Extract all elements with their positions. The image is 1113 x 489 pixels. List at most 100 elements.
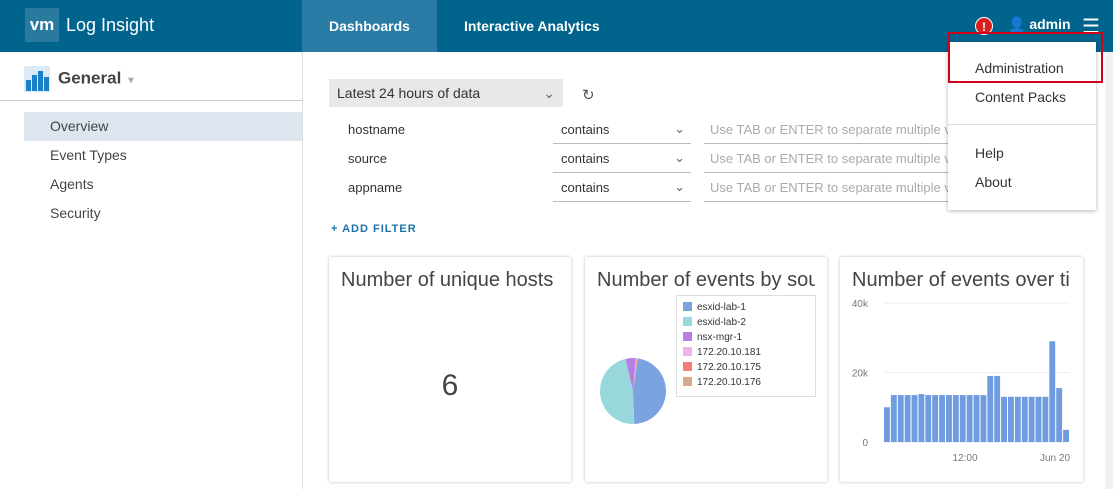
chevron-down-icon: ⌄ — [674, 121, 685, 136]
highlight-box — [948, 32, 1103, 83]
chevron-down-icon: ⌄ — [543, 85, 555, 101]
widget-events-by-source[interactable]: Number of events by source esxid-lab-1es… — [585, 257, 827, 482]
bar — [987, 375, 994, 442]
filter-value-input[interactable]: Use TAB or ENTER to separate multiple va… — [704, 118, 954, 144]
tab-dashboards[interactable]: Dashboards — [302, 0, 437, 52]
y-tick-label: 0 — [862, 438, 868, 449]
add-filter-label: ADD FILTER — [342, 223, 417, 235]
bar — [1001, 396, 1007, 442]
filter-field: hostname — [348, 122, 406, 137]
filter-operator-select[interactable]: contains ⌄ — [553, 147, 691, 173]
widget-title: Number of events by source — [597, 269, 815, 291]
pie-chart — [600, 358, 666, 424]
menu-item-administration[interactable]: Administration — [975, 60, 1064, 76]
tab-interactive-analytics[interactable]: Interactive Analytics — [464, 18, 600, 34]
pie-slice — [633, 358, 637, 391]
user-dropdown-menu: Administration Content Packs Help About — [948, 42, 1096, 210]
sidebar-item-event-types[interactable]: Event Types — [50, 147, 127, 163]
scrollbar[interactable] — [1105, 52, 1113, 489]
legend-swatch — [683, 362, 692, 371]
bar — [911, 395, 918, 442]
sidebar-item-agents[interactable]: Agents — [50, 176, 94, 192]
bar — [952, 395, 959, 442]
bar-chart: 0 20k 40k 12:00 Jun 20 — [852, 299, 1071, 464]
group-label: General — [58, 68, 122, 88]
top-bar: vm Log Insight Dashboards Interactive An… — [0, 0, 1113, 52]
legend-swatch — [683, 317, 692, 326]
bar — [1056, 388, 1063, 442]
menu-item-help[interactable]: Help — [975, 145, 1004, 161]
legend-label: 172.20.10.176 — [697, 377, 761, 388]
user-menu-button[interactable]: 👤 admin — [1008, 16, 1071, 33]
operator-value: contains — [561, 122, 610, 137]
menu-item-about[interactable]: About — [975, 174, 1012, 190]
legend-label: 172.20.10.175 — [697, 362, 761, 373]
bar — [994, 375, 1001, 442]
pie-slice — [633, 358, 638, 391]
bar — [939, 395, 945, 442]
plus-icon: + — [331, 223, 339, 235]
sidebar-item-overview[interactable]: Overview — [24, 112, 302, 141]
sidebar: General ▼ Overview Event Types Agents Se… — [0, 52, 303, 489]
legend-swatch — [683, 377, 692, 386]
y-tick-label: 20k — [852, 369, 869, 380]
pie-legend: esxid-lab-1 esxid-lab-2 nsx-mgr-1 172.20.10… — [676, 295, 816, 397]
bar — [980, 395, 987, 442]
menu-item-content-packs[interactable]: Content Packs — [975, 89, 1067, 105]
widget-value: 6 — [441, 369, 459, 402]
legend-swatch — [683, 332, 692, 341]
sidebar-item-security[interactable]: Security — [50, 205, 101, 221]
bar — [932, 395, 939, 442]
refresh-icon[interactable]: ↻ — [582, 87, 595, 104]
filter-value-input[interactable]: Use TAB or ENTER to separate multiple va… — [704, 176, 954, 202]
bar — [1042, 396, 1049, 442]
bar-chart-icon — [24, 66, 50, 92]
add-filter-button[interactable]: + ADD FILTER — [331, 223, 417, 235]
chevron-down-icon: ⌄ — [674, 179, 685, 194]
bar — [973, 395, 980, 442]
legend-label: esxid-lab-2 — [697, 317, 746, 328]
bar — [959, 395, 966, 442]
bar — [966, 395, 973, 442]
operator-value: contains — [561, 180, 610, 195]
legend-item: nsx-mgr-1 — [683, 330, 809, 345]
pie-slice — [625, 358, 636, 391]
filter-operator-select[interactable]: contains ⌄ — [553, 176, 691, 202]
bar — [946, 395, 952, 442]
legend-label: nsx-mgr-1 — [697, 332, 743, 343]
bar — [1035, 396, 1042, 442]
y-tick-label: 40k — [852, 299, 869, 310]
divider — [0, 100, 303, 101]
caret-down-icon: ▼ — [126, 75, 136, 87]
pie-slice — [633, 358, 666, 424]
filter-field: appname — [348, 180, 403, 195]
time-range-value: Latest 24 hours of data — [337, 85, 481, 101]
legend-item: 172.20.10.175 — [683, 360, 809, 375]
bar — [918, 394, 925, 442]
filter-value-input[interactable]: Use TAB or ENTER to separate multiple va… — [704, 147, 954, 173]
bar — [897, 395, 904, 442]
widget-title: Number of unique hosts — [341, 269, 554, 291]
pie-slice — [633, 358, 638, 391]
dashboard-group-selector[interactable]: General ▼ — [24, 66, 136, 92]
user-name: admin — [1029, 16, 1071, 32]
vm-logo: vm — [25, 8, 59, 42]
filter-operator-select[interactable]: contains ⌄ — [553, 118, 691, 144]
widget-unique-hosts[interactable]: Number of unique hosts 6 — [329, 257, 571, 482]
bar — [1008, 396, 1014, 442]
legend-item: 172.20.10.176 — [683, 375, 809, 390]
legend-label: esxid-lab-1 — [697, 302, 746, 313]
chevron-down-icon: ⌄ — [674, 150, 685, 165]
widget-events-over-time[interactable]: Number of events over time 0 20k 40k 12:00 J… — [840, 257, 1083, 482]
app-name[interactable]: Log Insight — [66, 15, 155, 35]
bar — [1049, 341, 1056, 442]
filter-field: source — [348, 151, 388, 166]
legend-item: 172.20.10.181 — [683, 345, 809, 360]
pie-slice — [600, 358, 635, 424]
bar — [1014, 396, 1021, 442]
bar — [1021, 396, 1028, 442]
time-range-select[interactable]: Latest 24 hours of data ⌄ — [329, 79, 563, 107]
alert-icon[interactable]: ! — [975, 17, 993, 35]
bar — [1063, 429, 1069, 442]
x-tick-label: 12:00 — [952, 453, 977, 464]
